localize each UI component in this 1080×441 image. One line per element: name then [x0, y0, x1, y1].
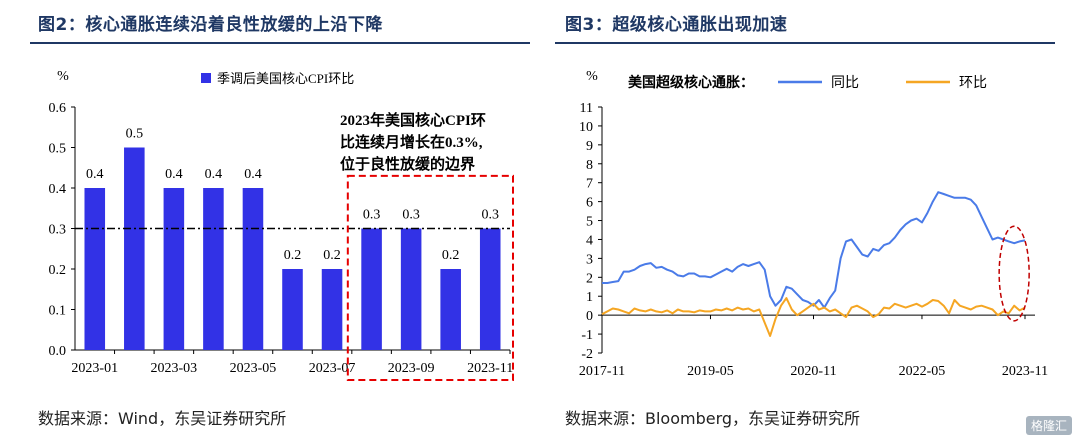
- right-highlight-ellipse: [998, 225, 1030, 322]
- left-title-rule: [30, 42, 530, 44]
- left-legend: 季调后美国核心CPI环比: [201, 71, 354, 86]
- left-bar: [163, 188, 185, 350]
- right-series-yoy-line: [602, 191, 1026, 309]
- left-bar-value-label: 0.3: [402, 208, 420, 223]
- right-legend-label-mom: 环比: [959, 75, 987, 91]
- right-y-tick-label: 5: [586, 215, 593, 230]
- right-y-tick-label: 3: [586, 252, 593, 267]
- right-y-tick-label: 0: [586, 309, 593, 324]
- right-source: 数据来源：Bloomberg，东吴证券研究所: [565, 409, 861, 428]
- right-y-tick-label: 10: [579, 120, 593, 135]
- left-bar-value-label: 0.2: [284, 248, 302, 263]
- left-bar: [242, 188, 264, 350]
- watermark-logo: 格隆汇: [1025, 416, 1072, 435]
- left-y-tick-label: 0.0: [49, 344, 67, 359]
- left-bar-chart: % 季调后美国核心CPI环比 0.0 0.1 0.2 0.3 0.4 0.5 0.6 0.4 0…: [49, 69, 514, 381]
- left-highlight-box: [346, 174, 514, 381]
- left-annotation-line-2: 比连续月增长在0.3%,: [340, 133, 483, 151]
- right-chart-title: 图3：超级核心通胀出现加速: [565, 15, 788, 35]
- left-bar: [400, 228, 422, 350]
- left-y-tick-label: 0.4: [49, 182, 67, 197]
- left-y-tick-label: 0.1: [49, 304, 67, 319]
- right-y-unit: %: [586, 69, 598, 84]
- right-x-tick-label: 2017-11: [579, 364, 625, 379]
- right-y-tick-label: 6: [586, 196, 593, 211]
- left-bar: [479, 228, 501, 350]
- right-line-chart: % 美国超级核心通胀： 同比 环比 -2 -1 0 1 2 3 4 5 6 7 8 9 10 11 2017…: [579, 69, 1048, 379]
- right-legend-title: 美国超级核心通胀：: [628, 74, 754, 91]
- left-source: 数据来源：Wind，东吴证券研究所: [38, 409, 287, 428]
- left-bar-value-label: 0.4: [205, 167, 223, 182]
- right-legend: 美国超级核心通胀： 同比 环比: [628, 74, 987, 91]
- left-x-tick-label: 2023-01: [71, 361, 118, 376]
- right-y-tick-label: -2: [581, 347, 593, 362]
- right-y-tick-label: 8: [586, 158, 593, 173]
- left-y-unit: %: [57, 69, 69, 84]
- left-x-tick-label: 2023-09: [388, 361, 435, 376]
- right-y-tick-label: 1: [586, 290, 593, 305]
- right-legend-label-yoy: 同比: [831, 75, 859, 91]
- left-bar-value-label: 0.2: [442, 248, 460, 263]
- left-bar-value-label: 0.2: [323, 248, 341, 263]
- right-y-tick-label: 9: [586, 139, 593, 154]
- right-x-tick-label: 2019-05: [687, 364, 734, 379]
- left-x-tick-label: 2023-03: [151, 361, 198, 376]
- right-x-tick-label: 2023-11: [1002, 364, 1048, 379]
- left-y-tick-label: 0.5: [49, 142, 67, 157]
- left-annotation-line-1: 2023年美国核心CPI环: [340, 111, 486, 129]
- right-y-tick-label: -1: [581, 328, 593, 343]
- left-bar-value-label: 0.4: [86, 167, 104, 182]
- left-bar-value-label: 0.5: [126, 127, 144, 142]
- left-bar-value-label: 0.3: [363, 208, 381, 223]
- left-bar: [203, 188, 224, 350]
- right-y-tick-label: 11: [580, 101, 593, 116]
- right-x-tick-label: 2022-05: [899, 364, 946, 379]
- right-series-mom-line: [601, 297, 1026, 337]
- left-legend-label: 季调后美国核心CPI环比: [217, 71, 354, 86]
- left-bar: [361, 228, 382, 350]
- left-x-tick-label: 2023-07: [309, 361, 356, 376]
- left-legend-swatch: [201, 73, 211, 83]
- right-title-rule: [555, 42, 1055, 44]
- right-x-tick-label: 2020-11: [790, 364, 836, 379]
- left-x-tick-label: 2023-05: [230, 361, 277, 376]
- left-annotation: 2023年美国核心CPI环 比连续月增长在0.3%, 位于良性放缓的边界: [340, 111, 486, 173]
- right-y-tick-label: 7: [586, 177, 593, 192]
- left-chart-title: 图2：核心通胀连续沿着良性放缓的上沿下降: [38, 15, 383, 35]
- left-bar: [440, 269, 461, 350]
- left-annotation-line-3: 位于良性放缓的边界: [340, 155, 475, 173]
- right-y-tick-label: 4: [586, 233, 593, 248]
- right-y-tick-label: 2: [586, 271, 593, 286]
- left-bar-value-label: 0.4: [244, 167, 261, 182]
- left-bar: [124, 147, 145, 350]
- left-y-tick-label: 0.6: [49, 101, 67, 116]
- left-bar-value-label: 0.4: [165, 167, 183, 182]
- left-x-tick-label: 2023-11: [467, 361, 513, 376]
- left-y-tick-label: 0.3: [49, 223, 67, 238]
- left-bar-value-label: 0.3: [481, 208, 499, 223]
- left-bar: [84, 188, 106, 350]
- left-bar: [282, 269, 303, 350]
- left-bar: [321, 269, 343, 350]
- left-y-tick-label: 0.2: [49, 263, 67, 278]
